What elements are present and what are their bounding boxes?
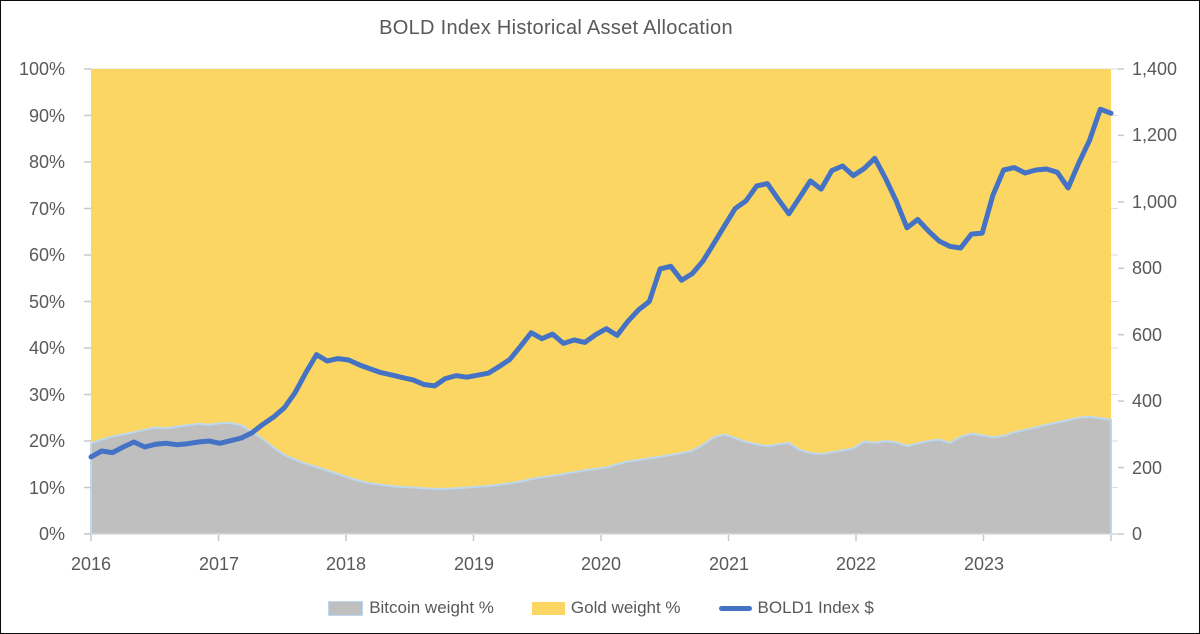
legend-item-gold: Gold weight % [531,598,681,618]
left-axis-tick-label: 60% [28,245,65,265]
x-axis-tick-label: 2018 [325,554,367,574]
x-axis-tick-label: 2022 [835,554,877,574]
chart-title: BOLD Index Historical Asset Allocation [379,17,733,39]
left-axis-tick-label: 30% [28,385,65,405]
x-axis-tick-label: 2016 [70,554,112,574]
right-axis-tick-label: 600 [1132,325,1163,345]
legend-label-gold: Gold weight % [570,598,681,617]
bitcoin-area-swatch [328,600,364,616]
bold1-index-line-swatch [718,605,752,611]
legend-item-bitcoin: Bitcoin weight % [328,598,494,618]
x-axis-tick-label: 2021 [708,554,750,574]
right-axis-tick-label: 200 [1132,458,1163,478]
bitcoin-weight-area [91,416,1111,534]
bold1-index-line [88,106,1114,460]
left-axis-tick-label: 20% [28,431,65,451]
x-axis-tick-label: 2023 [963,554,1005,574]
x-axis-tick-label: 2017 [198,554,240,574]
right-axis-tick-label: 1,200 [1132,125,1178,145]
left-axis-tick-label: 0% [38,524,65,544]
x-axis-tick-label: 2020 [580,554,622,574]
left-axis-tick-label: 50% [28,292,65,312]
gold-area-swatch [531,601,565,615]
right-axis-tick-label: 400 [1132,391,1163,411]
right-axis-tick-label: 1,000 [1132,192,1178,212]
right-axis-tick-label: 1,400 [1132,59,1178,79]
legend-label-bitcoin: Bitcoin weight % [369,598,494,617]
left-axis-tick-label: 40% [28,338,65,358]
legend-item-bold1-index: BOLD1 Index $ [718,598,874,618]
chart-legend: Bitcoin weight % Gold weight % BOLD1 Ind… [1,593,1199,623]
left-axis-tick-label: 80% [28,152,65,172]
x-axis-tick-label: 2019 [453,554,495,574]
right-axis-tick-label: 800 [1132,258,1163,278]
left-axis-tick-label: 10% [28,478,65,498]
legend-label-bold1-index: BOLD1 Index $ [757,598,874,617]
left-axis-tick-label: 90% [28,106,65,126]
right-axis-tick-label: 0 [1132,524,1143,544]
left-axis-tick-label: 70% [28,199,65,219]
left-axis-tick-label: 100% [18,59,65,79]
